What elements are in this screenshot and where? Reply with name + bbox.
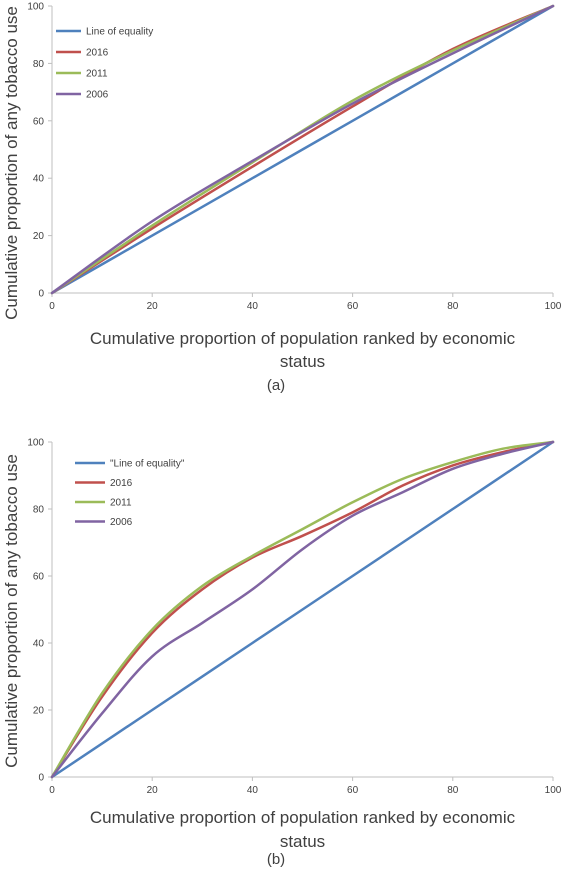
y-tick-label: 60 [33, 116, 45, 127]
x-tick-label: 60 [347, 785, 359, 796]
legend-label: 2006 [86, 90, 109, 101]
x-tick-label: 60 [347, 301, 359, 312]
chart-panel-b: 0 20 40 60 80 100 0 20 40 60 80 100 "Line of equalit… [2, 438, 562, 869]
y-axis-title: Cumulative proportion of any tobacco use [2, 454, 21, 768]
series-line [50, 4, 555, 295]
legend-label: 2016 [86, 48, 109, 59]
legend-label: Line of equality [86, 27, 153, 38]
x-axis-title: Cumulative proportion of population rank… [90, 329, 516, 371]
y-tick-label: 100 [27, 2, 44, 13]
x-axis-title-line: Cumulative proportion of population rank… [90, 808, 516, 827]
y-tick-label: 40 [33, 639, 45, 650]
x-axis-title: Cumulative proportion of population rank… [90, 808, 516, 851]
panel-label: (a) [267, 377, 285, 394]
x-axis-title-line: status [280, 832, 325, 851]
x-axis-title-line: status [280, 352, 325, 371]
legend-label: 2016 [110, 478, 133, 489]
y-tick-label: 80 [33, 59, 45, 70]
legend-label: 2011 [110, 498, 132, 509]
y-tick-label: 20 [33, 706, 45, 717]
x-axis-title-line: Cumulative proportion of population rank… [90, 329, 516, 348]
x-tick-label: 40 [247, 785, 259, 796]
x-tick-label: 0 [49, 785, 55, 796]
y-tick-label: 0 [38, 773, 44, 784]
legend-label: 2006 [110, 517, 133, 528]
y-tick-label: 0 [38, 289, 44, 300]
x-tick-label: 0 [49, 301, 55, 312]
series-line [50, 4, 555, 295]
series-line [50, 440, 555, 779]
x-tick-label: 80 [447, 785, 459, 796]
series-line [50, 440, 555, 779]
x-tick-label: 100 [545, 785, 562, 796]
x-tick-label: 20 [147, 301, 159, 312]
y-tick-label: 20 [33, 231, 45, 242]
y-tick-label: 100 [27, 438, 44, 449]
y-axis-title: Cumulative proportion of any tobacco use [2, 6, 21, 320]
panel-label: (b) [267, 851, 285, 868]
x-tick-label: 80 [447, 301, 459, 312]
x-tick-label: 100 [545, 301, 562, 312]
series-line [50, 4, 555, 295]
legend-label: 2011 [86, 69, 108, 80]
chart-panel-a: 0 20 40 60 80 100 0 20 40 60 80 100 Line of equality… [2, 2, 562, 395]
x-tick-label: 40 [247, 301, 259, 312]
y-tick-label: 80 [33, 505, 45, 516]
x-tick-label: 20 [147, 785, 159, 796]
series-line [50, 440, 555, 779]
y-tick-label: 40 [33, 174, 45, 185]
series-line [50, 440, 555, 779]
legend-label: "Line of equality" [110, 459, 185, 470]
y-tick-label: 60 [33, 572, 45, 583]
